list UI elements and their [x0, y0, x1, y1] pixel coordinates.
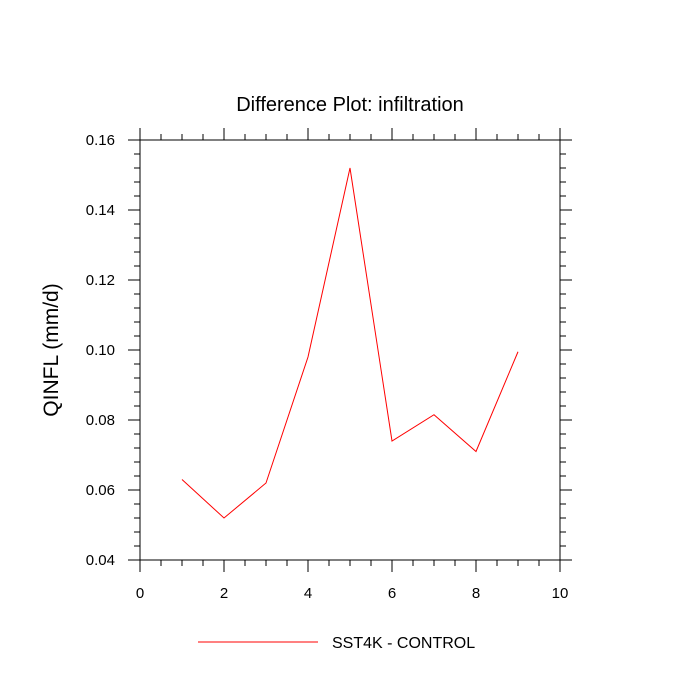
axis-ticks — [128, 128, 572, 572]
legend: SST4K - CONTROL — [198, 635, 475, 652]
tick-labels: 0 2 4 6 8 10 0.04 0.06 0.08 0.10 0.12 0.14 0.16 — [86, 132, 569, 602]
y-axis-label: QINFL (mm/d) — [40, 283, 63, 416]
y-tick-label: 0.04 — [86, 552, 115, 569]
y-tick-label: 0.16 — [86, 132, 115, 149]
legend-label: SST4K - CONTROL — [332, 635, 475, 652]
y-tick-label: 0.12 — [86, 272, 115, 289]
chart-title: Difference Plot: infiltration — [236, 94, 464, 116]
y-tick-label: 0.14 — [86, 202, 115, 219]
y-tick-label: 0.08 — [86, 412, 115, 429]
x-tick-label: 8 — [472, 585, 480, 602]
series-line — [181, 167, 519, 519]
plot-frame — [139, 139, 561, 561]
x-tick-label: 10 — [552, 585, 569, 602]
x-tick-label: 6 — [388, 585, 396, 602]
y-tick-label: 0.06 — [86, 482, 115, 499]
x-tick-label: 4 — [304, 585, 312, 602]
y-tick-label: 0.10 — [86, 342, 115, 359]
x-tick-label: 0 — [136, 585, 144, 602]
series-layer — [181, 167, 519, 519]
x-tick-label: 2 — [220, 585, 228, 602]
